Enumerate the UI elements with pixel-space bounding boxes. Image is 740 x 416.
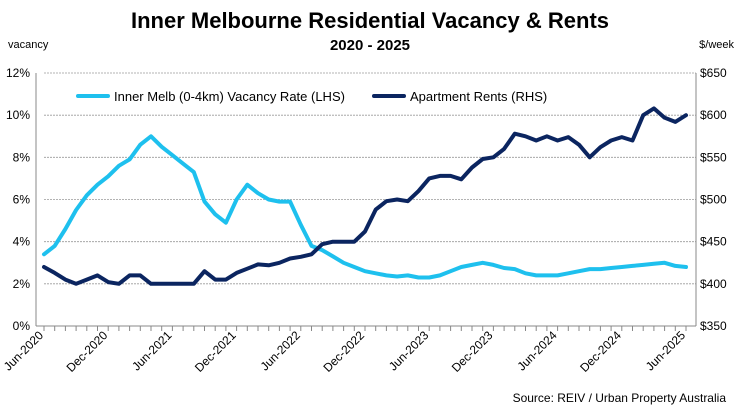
x-tick-label: Dec-2022 (320, 328, 367, 375)
left-tick-label: 4% (13, 235, 31, 249)
x-tick-label: Dec-2023 (449, 328, 496, 375)
apartment-rents-line (42, 106, 688, 286)
vacancy-rate-line (42, 134, 688, 280)
x-tick-label: Jun-2022 (258, 328, 304, 374)
left-tick-label: 10% (6, 108, 30, 122)
right-tick-label: $500 (700, 193, 727, 207)
x-tick-label: Jun-2025 (643, 328, 689, 374)
left-tick-label: 8% (13, 150, 31, 164)
x-tick-label: Jun-2024 (514, 328, 560, 374)
chart-subtitle: 2020 - 2025 (329, 37, 411, 54)
left-tick-label: 2% (13, 277, 31, 291)
right-tick-label: $400 (700, 277, 727, 291)
legend-label: Apartment Rents (RHS) (410, 89, 547, 104)
x-tick-label: Dec-2024 (577, 328, 624, 375)
legend-label: Inner Melb (0-4km) Vacancy Rate (LHS) (114, 89, 345, 104)
right-tick-label: $450 (700, 235, 727, 249)
chart-title: Inner Melbourne Residential Vacancy & Re… (130, 8, 610, 33)
right-tick-label: $550 (700, 150, 727, 164)
x-tick-label: Jun-2020 (1, 328, 47, 374)
x-tick-label: Dec-2021 (192, 328, 239, 375)
left-tick-label: 0% (13, 319, 31, 333)
right-axis-label: $/week (699, 39, 734, 51)
left-tick-label: 6% (13, 193, 31, 207)
right-tick-label: $600 (700, 108, 727, 122)
right-tick-label: $650 (700, 66, 727, 80)
right-tick-label: $350 (700, 319, 727, 333)
left-axis-label: vacancy (8, 39, 49, 51)
x-tick-label: Jun-2021 (129, 328, 175, 374)
x-tick-label: Dec-2020 (64, 328, 111, 375)
left-tick-label: 12% (6, 66, 30, 80)
x-tick-label: Jun-2023 (386, 328, 432, 374)
source-note: Source: REIV / Urban Property Australia (512, 391, 726, 405)
